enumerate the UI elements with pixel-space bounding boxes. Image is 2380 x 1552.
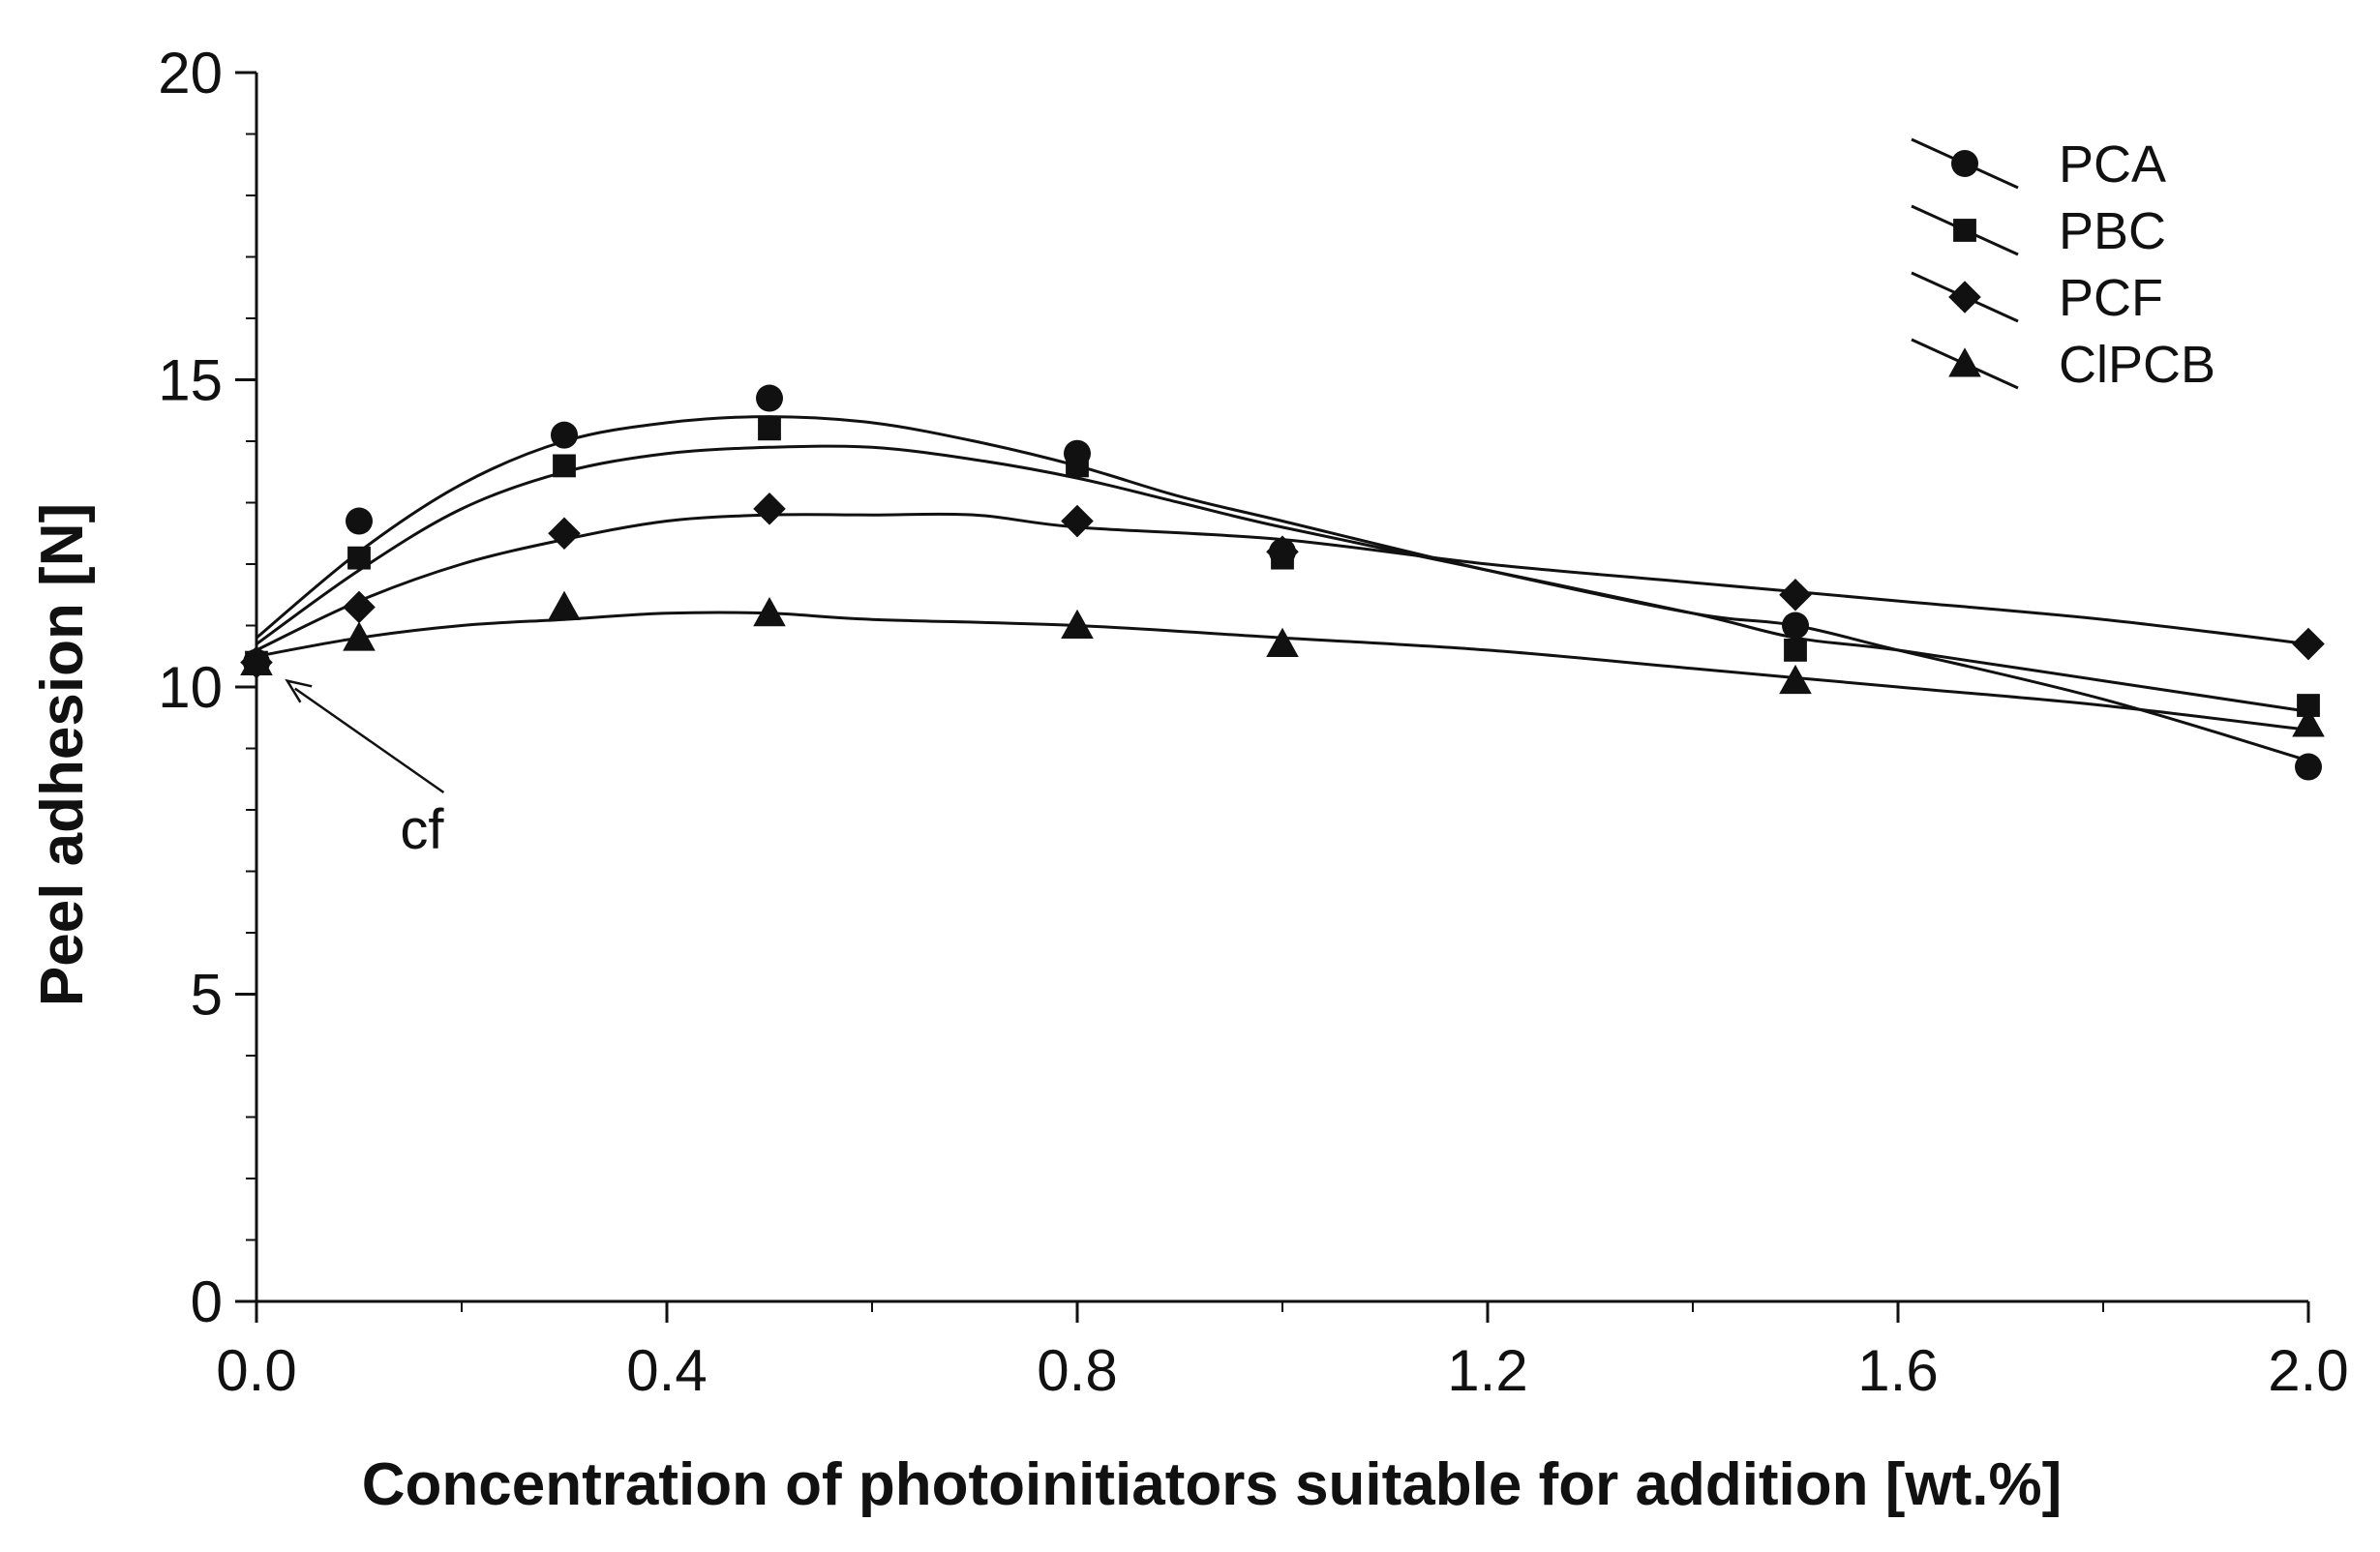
- data-markers: [240, 384, 2325, 781]
- data-point-clpcb: [240, 645, 273, 676]
- x-tick-label: 2.0: [2268, 1338, 2348, 1403]
- data-point-clpcb: [1266, 627, 1299, 657]
- data-point-pca: [1782, 612, 1809, 640]
- y-tick-label: 10: [158, 655, 223, 720]
- x-tick-label: 1.2: [1447, 1338, 1527, 1403]
- annotation-arrow: [294, 687, 445, 794]
- x-axis-title: Concentration of photoinitiators suitabl…: [362, 1451, 2063, 1518]
- y-axis-title: Peel adhesion [N]: [29, 503, 96, 1006]
- data-point-clpcb: [753, 597, 786, 627]
- data-point-pcf: [753, 492, 786, 525]
- data-point-pca: [756, 384, 783, 412]
- data-point-pca: [346, 507, 373, 535]
- x-tick-label: 0.8: [1037, 1338, 1117, 1403]
- data-point-clpcb: [548, 590, 581, 620]
- data-point-clpcb: [2292, 707, 2325, 737]
- fit-curve-pca: [256, 415, 2309, 762]
- legend-marker-pca: [1951, 150, 1978, 177]
- legend-label-clpcb: ClPCB: [2059, 336, 2215, 394]
- y-tick-label: 15: [158, 348, 223, 413]
- data-point-pcf: [548, 517, 581, 551]
- annotation-arrow-head: [285, 678, 313, 703]
- y-tick-label: 0: [191, 1269, 223, 1334]
- data-point-clpcb: [343, 621, 376, 651]
- x-tick-label: 1.6: [1857, 1338, 1938, 1403]
- data-point-pcf: [1061, 504, 1094, 538]
- data-point-pbc: [553, 454, 576, 478]
- legend-label-pbc: PBC: [2059, 202, 2166, 260]
- legend-label-pca: PCA: [2059, 135, 2166, 194]
- annotations: cf: [285, 678, 445, 861]
- data-point-pbc: [347, 546, 371, 570]
- data-point-clpcb: [1779, 664, 1812, 695]
- data-point-pcf: [343, 590, 376, 624]
- data-point-pcf: [1779, 578, 1812, 612]
- y-tick-label: 20: [158, 41, 223, 105]
- y-tick-label: 5: [191, 963, 223, 1028]
- data-point-pca: [551, 421, 578, 449]
- legend-marker-pbc: [1953, 219, 1976, 242]
- x-tick-label: 0.0: [216, 1338, 296, 1403]
- legend-label-pcf: PCF: [2059, 269, 2163, 327]
- data-point-pca: [2295, 753, 2322, 781]
- x-tick-label: 0.4: [626, 1338, 707, 1403]
- chart-axes: 0.0 0.4 0.8 1.2 1.6 2.0 0 5 10 15 20: [158, 41, 2348, 1403]
- fit-curve-clpcb: [256, 611, 2309, 731]
- annotation-label: cf: [400, 798, 444, 861]
- legend-marker-clpcb: [1948, 347, 1981, 377]
- data-point-clpcb: [1061, 609, 1094, 639]
- fit-curve-pbc: [256, 444, 2309, 713]
- data-point-pcf: [1266, 535, 1299, 569]
- data-point-pbc: [758, 417, 781, 441]
- legend: PCA PBC PCF ClPCB: [1911, 135, 2215, 394]
- data-point-pbc: [1784, 639, 1807, 662]
- data-point-pbc: [2297, 694, 2320, 717]
- data-point-pbc: [1066, 454, 1089, 478]
- legend-marker-pcf: [1948, 281, 1981, 313]
- data-point-pcf: [2292, 627, 2325, 661]
